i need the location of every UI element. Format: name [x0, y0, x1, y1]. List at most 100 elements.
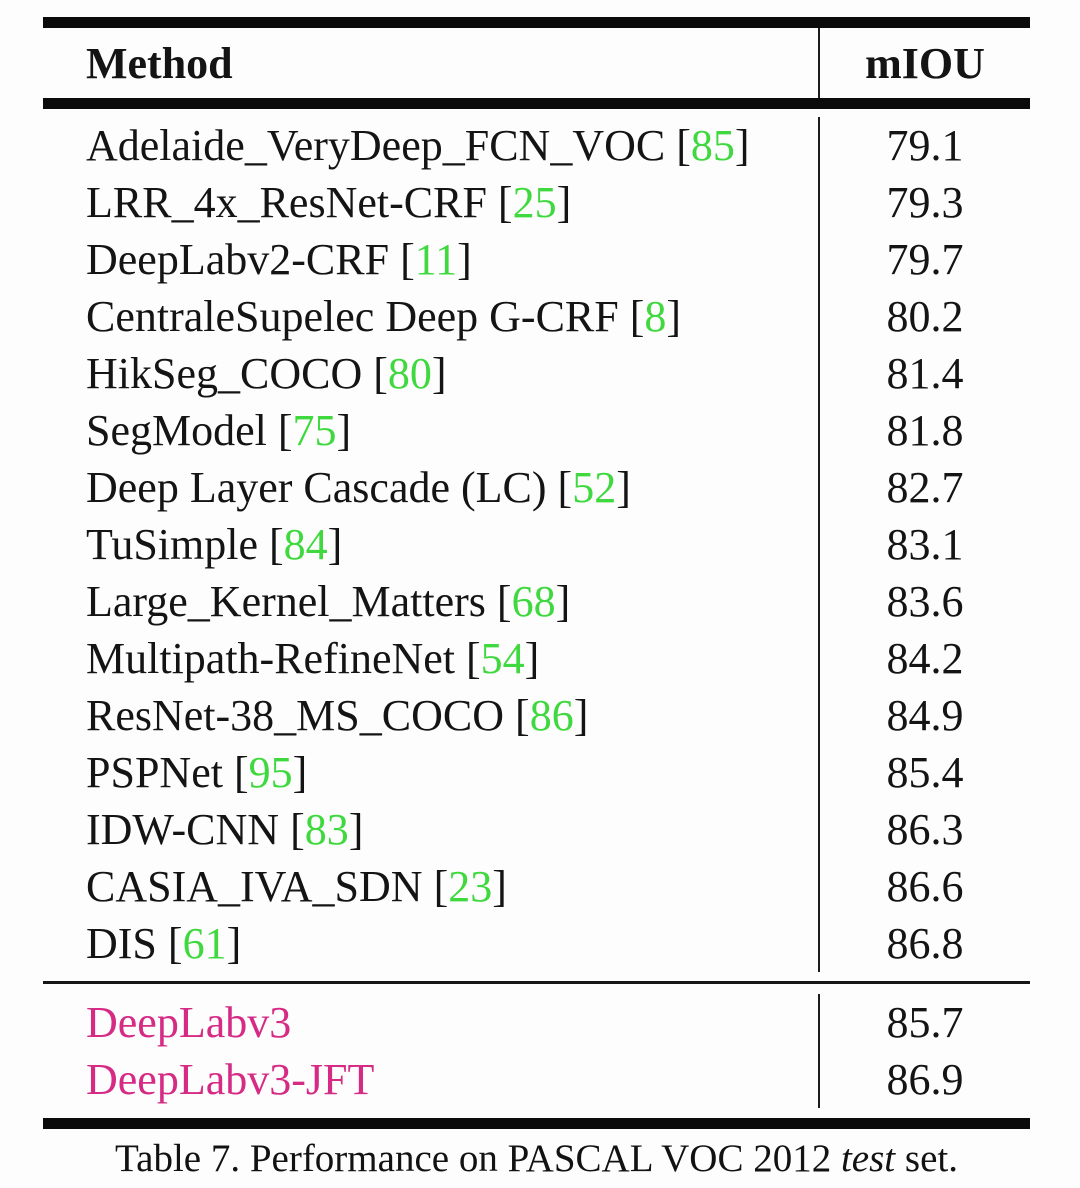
miou-cell: 81.8	[818, 402, 1030, 459]
method-name: LRR_4x_ResNet-CRF	[86, 178, 487, 227]
table-row: HikSeg_COCO [80] 81.4	[43, 345, 1030, 402]
method-cell: SegModel [75]	[43, 405, 818, 456]
citation-link[interactable]: 86	[529, 691, 574, 740]
citation-open-bracket: [	[496, 577, 512, 626]
method-cell: Deep Layer Cascade (LC) [52]	[43, 462, 818, 513]
miou-value: 84.2	[886, 634, 964, 683]
table-row: Adelaide_VeryDeep_FCN_VOC [85] 79.1	[43, 117, 1030, 174]
citation-link[interactable]: 80	[387, 349, 432, 398]
miou-value: 83.1	[886, 520, 964, 569]
citation-open-bracket: [	[277, 406, 293, 455]
table-row: Deep Layer Cascade (LC) [52] 82.7	[43, 459, 1030, 516]
miou-value: 79.7	[886, 235, 964, 284]
citation: [95]	[234, 748, 307, 797]
citation-link[interactable]: 83	[304, 805, 349, 854]
miou-value: 86.9	[886, 1055, 964, 1104]
miou-cell: 81.4	[818, 345, 1030, 402]
method-cell: CentraleSupelec Deep G-CRF [8]	[43, 291, 818, 342]
citation-open-bracket: [	[167, 919, 183, 968]
table-row: SegModel [75] 81.8	[43, 402, 1030, 459]
citation-open-bracket: [	[290, 805, 305, 854]
miou-cell: 86.3	[818, 801, 1030, 858]
miou-cell: 86.9	[818, 1051, 1030, 1108]
method-cell: Large_Kernel_Matters [68]	[43, 576, 818, 627]
table-row: IDW-CNN [83] 86.3	[43, 801, 1030, 858]
method-name: ResNet-38_MS_COCO	[86, 691, 505, 740]
method-name: Deep Layer Cascade (LC)	[86, 463, 547, 512]
header-miou-cell: mIOU	[818, 28, 1030, 98]
table-row: DIS [61] 86.8	[43, 915, 1030, 972]
table-row: Multipath-RefineNet [54] 84.2	[43, 630, 1030, 687]
header-method-cell: Method	[43, 38, 818, 89]
table-row: CentraleSupelec Deep G-CRF [8] 80.2	[43, 288, 1030, 345]
highlight-rows: DeepLabv3 85.7 DeepLabv3-JFT 86.9	[43, 984, 1030, 1118]
method-name: TuSimple	[86, 520, 259, 569]
citation-link[interactable]: 68	[511, 577, 556, 626]
citation-link[interactable]: 61	[182, 919, 227, 968]
method-cell: DeepLabv3-JFT	[43, 1054, 818, 1105]
citation-link[interactable]: 95	[248, 748, 293, 797]
citation-close-bracket: ]	[734, 121, 750, 170]
citation-open-bracket: [	[433, 862, 449, 911]
citation-link[interactable]: 75	[292, 406, 337, 455]
citation-close-bracket: ]	[666, 292, 682, 341]
citation-close-bracket: ]	[348, 805, 364, 854]
method-name: Adelaide_VeryDeep_FCN_VOC	[86, 121, 666, 170]
citation-close-bracket: ]	[524, 634, 540, 683]
table-row: ResNet-38_MS_COCO [86] 84.9	[43, 687, 1030, 744]
table-bottom-rule	[43, 1118, 1030, 1129]
citation: [68]	[497, 577, 570, 626]
citation: [85]	[676, 121, 749, 170]
citation-open-bracket: [	[233, 748, 249, 797]
method-cell: Adelaide_VeryDeep_FCN_VOC [85]	[43, 120, 818, 171]
miou-cell: 85.7	[818, 994, 1030, 1051]
citation-link[interactable]: 52	[572, 463, 617, 512]
citation-close-bracket: ]	[327, 520, 343, 569]
miou-value: 86.6	[886, 862, 964, 911]
citation-link[interactable]: 84	[283, 520, 328, 569]
citation-close-bracket: ]	[431, 349, 447, 398]
citation-link[interactable]: 8	[644, 292, 667, 341]
method-cell: IDW-CNN [83]	[43, 804, 818, 855]
method-name: DeepLabv2-CRF	[86, 235, 390, 284]
method-name: PSPNet	[86, 748, 223, 797]
citation-open-bracket: [	[676, 121, 691, 170]
citation-close-bracket: ]	[616, 463, 631, 512]
citation-link[interactable]: 25	[512, 178, 557, 227]
citation-link[interactable]: 85	[690, 121, 735, 170]
table-caption: Table 7. Performance on PASCAL VOC 2012 …	[43, 1136, 1030, 1181]
citation-open-bracket: [	[466, 634, 481, 683]
citation: [11]	[400, 235, 472, 284]
method-name: CASIA_IVA_SDN	[86, 862, 423, 911]
miou-cell: 85.4	[818, 744, 1030, 801]
miou-cell: 79.1	[818, 117, 1030, 174]
miou-cell: 84.2	[818, 630, 1030, 687]
citation-link[interactable]: 23	[448, 862, 493, 911]
citation-open-bracket: [	[400, 235, 415, 284]
citation: [86]	[515, 691, 588, 740]
table-row: PSPNet [95] 85.4	[43, 744, 1030, 801]
method-cell: ResNet-38_MS_COCO [86]	[43, 690, 818, 741]
citation-link[interactable]: 54	[480, 634, 525, 683]
method-cell: DIS [61]	[43, 918, 818, 969]
caption-text-end: set.	[895, 1137, 958, 1180]
citation: [23]	[434, 862, 507, 911]
citation-close-bracket: ]	[226, 919, 242, 968]
table-row: Large_Kernel_Matters [68] 83.6	[43, 573, 1030, 630]
miou-value: 86.8	[886, 919, 964, 968]
caption-text: Table 7. Performance on PASCAL VOC 2012	[115, 1137, 841, 1180]
citation-close-bracket: ]	[556, 178, 572, 227]
miou-value: 85.7	[886, 998, 964, 1047]
method-cell: PSPNet [95]	[43, 747, 818, 798]
caption-italic-word: test	[840, 1137, 896, 1180]
miou-value: 85.4	[886, 748, 964, 797]
citation-link[interactable]: 11	[414, 235, 458, 284]
main-rows: Adelaide_VeryDeep_FCN_VOC [85] 79.1 LRR_4…	[43, 109, 1030, 981]
method-cell: DeepLabv3	[43, 997, 818, 1048]
miou-value: 79.1	[886, 121, 964, 170]
method-name: SegModel	[86, 406, 267, 455]
miou-cell: 82.7	[818, 459, 1030, 516]
citation-open-bracket: [	[557, 463, 573, 512]
citation-close-bracket: ]	[336, 406, 352, 455]
miou-cell: 86.6	[818, 858, 1030, 915]
